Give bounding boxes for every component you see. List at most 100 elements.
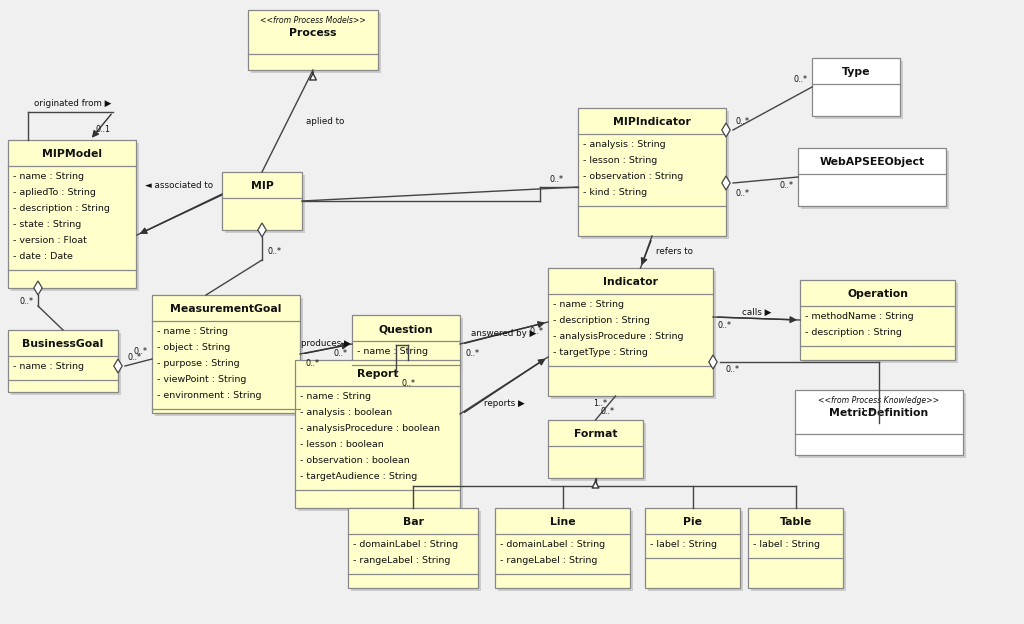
Text: 0..*: 0..* (465, 349, 479, 359)
Text: - analysisProcedure : boolean: - analysisProcedure : boolean (300, 424, 440, 433)
Text: reports ▶: reports ▶ (483, 399, 524, 409)
Text: Bar: Bar (402, 517, 424, 527)
Text: - environment : String: - environment : String (157, 391, 261, 400)
Text: Process: Process (289, 28, 337, 38)
Text: 0..*: 0..* (550, 175, 564, 183)
Text: refers to: refers to (655, 248, 692, 256)
Bar (551, 271, 716, 399)
Bar (222, 172, 302, 230)
Text: Pie: Pie (683, 517, 702, 527)
Text: - label : String: - label : String (650, 540, 717, 549)
Text: originated from ▶: originated from ▶ (34, 99, 111, 109)
Bar (795, 390, 963, 455)
Bar (812, 58, 900, 116)
Text: - targetType : String: - targetType : String (553, 348, 648, 357)
Bar (803, 283, 958, 363)
Text: 0..*: 0..* (725, 366, 739, 374)
Bar (11, 143, 139, 291)
Text: - rangeLabel : String: - rangeLabel : String (500, 556, 597, 565)
Bar (348, 508, 478, 588)
Text: - methodName : String: - methodName : String (805, 312, 913, 321)
Text: 0..*: 0..* (779, 180, 793, 190)
Bar (298, 363, 463, 511)
Text: - domainLabel : String: - domainLabel : String (353, 540, 458, 549)
Text: - observation : String: - observation : String (583, 172, 683, 181)
Bar (648, 511, 743, 591)
Bar (251, 13, 381, 73)
Bar (551, 423, 646, 481)
Text: - domainLabel : String: - domainLabel : String (500, 540, 605, 549)
Text: aplied to: aplied to (305, 117, 344, 125)
Text: MetricDefinition: MetricDefinition (829, 408, 929, 418)
Text: - apliedTo : String: - apliedTo : String (13, 188, 96, 197)
Polygon shape (34, 281, 42, 295)
Text: - name : String: - name : String (357, 347, 428, 356)
Bar (155, 298, 303, 416)
Bar (798, 148, 946, 206)
Text: - kind : String: - kind : String (583, 188, 647, 197)
Bar (248, 10, 378, 70)
Text: - description : String: - description : String (553, 316, 650, 325)
Text: Operation: Operation (847, 289, 908, 299)
Text: 1..*: 1..* (594, 399, 607, 409)
Text: - lesson : boolean: - lesson : boolean (300, 440, 384, 449)
Polygon shape (709, 355, 717, 369)
Text: - observation : boolean: - observation : boolean (300, 456, 410, 465)
Polygon shape (258, 223, 266, 237)
Bar (495, 508, 630, 588)
Bar (352, 315, 460, 373)
Text: - targetAudience : String: - targetAudience : String (300, 472, 417, 481)
Bar (351, 511, 481, 591)
Text: 0..*: 0..* (268, 248, 282, 256)
Text: 1..*: 1..* (860, 408, 874, 417)
Text: 0..1: 0..1 (95, 125, 110, 135)
Text: - name : String: - name : String (553, 300, 624, 309)
Bar (578, 108, 726, 236)
Text: MIP: MIP (251, 181, 273, 191)
Text: - description : String: - description : String (13, 204, 110, 213)
Text: - date : Date: - date : Date (13, 252, 73, 261)
Text: Question: Question (379, 324, 433, 334)
Bar (548, 268, 713, 396)
Text: - analysis : boolean: - analysis : boolean (300, 408, 392, 417)
Text: Indicator: Indicator (603, 277, 658, 287)
Bar (548, 420, 643, 478)
Bar (225, 175, 305, 233)
Text: - name : String: - name : String (13, 172, 84, 181)
Text: - object : String: - object : String (157, 343, 230, 352)
Polygon shape (114, 359, 122, 373)
Text: - version : Float: - version : Float (13, 236, 87, 245)
Text: answered by ▶: answered by ▶ (471, 329, 537, 338)
Bar (498, 511, 633, 591)
Text: - purpose : String: - purpose : String (157, 359, 240, 368)
Text: - state : String: - state : String (13, 220, 81, 229)
Bar (800, 280, 955, 360)
Text: WebAPSEEObject: WebAPSEEObject (819, 157, 925, 167)
Text: 0..*: 0..* (793, 74, 807, 84)
Text: Line: Line (550, 517, 575, 527)
Polygon shape (722, 123, 730, 137)
Text: - analysisProcedure : String: - analysisProcedure : String (553, 332, 683, 341)
Text: 0..*: 0..* (529, 328, 543, 336)
Text: Table: Table (779, 517, 812, 527)
Bar (355, 318, 463, 376)
Text: Type: Type (842, 67, 870, 77)
Bar (581, 111, 729, 239)
Text: - name : String: - name : String (157, 327, 228, 336)
Bar (8, 330, 118, 392)
Text: 0..*: 0..* (401, 379, 415, 388)
Text: - rangeLabel : String: - rangeLabel : String (353, 556, 451, 565)
Text: - lesson : String: - lesson : String (583, 156, 657, 165)
Text: Report: Report (356, 369, 398, 379)
Text: Format: Format (573, 429, 617, 439)
Text: 0..*: 0..* (133, 346, 147, 356)
Text: 0..*: 0..* (19, 298, 33, 306)
Text: calls ▶: calls ▶ (741, 308, 771, 316)
Text: ◄ associated to: ◄ associated to (145, 182, 213, 190)
Bar (8, 140, 136, 288)
Text: 0..*: 0..* (718, 321, 732, 329)
Bar (11, 333, 121, 395)
Text: produces ▶: produces ▶ (301, 339, 351, 348)
Text: - label : String: - label : String (753, 540, 820, 549)
Text: <<from Process Knowledge>>: <<from Process Knowledge>> (818, 396, 940, 405)
